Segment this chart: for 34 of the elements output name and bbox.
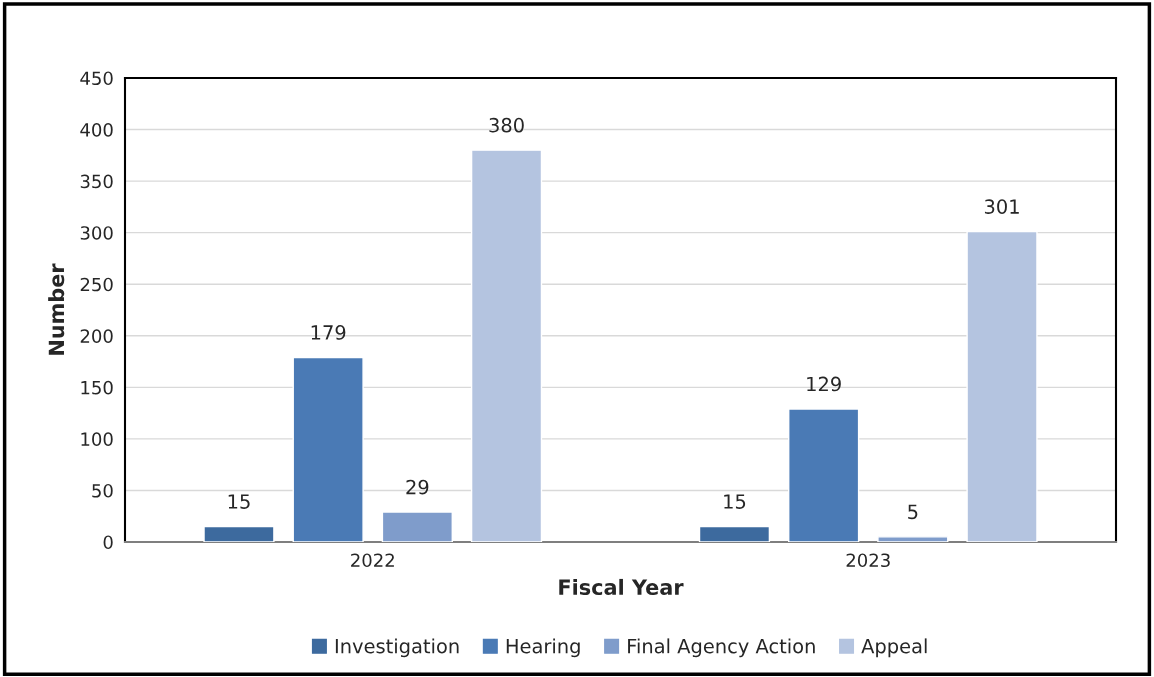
- x-tick-label: 2022: [351, 553, 394, 568]
- bar: [292, 356, 364, 542]
- y-tick-label: 250: [80, 277, 113, 292]
- bar: [877, 536, 949, 542]
- y-axis-title: Number: [48, 263, 65, 355]
- data-label: 29: [406, 479, 429, 495]
- legend-label: Appeal: [861, 638, 927, 658]
- bar: [966, 230, 1038, 542]
- legend-label: Hearing: [506, 638, 580, 658]
- data-label: 380: [489, 117, 524, 133]
- bar: [698, 525, 771, 542]
- data-label: 5: [908, 504, 918, 520]
- data-label: 179: [311, 325, 346, 340]
- legend-label: Final Agency Action: [628, 638, 815, 658]
- bar: [788, 408, 860, 542]
- data-label: 15: [228, 494, 250, 509]
- legend-label: Investigation: [335, 638, 459, 658]
- y-tick-label: 400: [80, 123, 113, 137]
- y-tick-label: 0: [103, 535, 113, 550]
- y-tick-label: 50: [92, 483, 113, 498]
- y-tick-label: 350: [80, 174, 113, 189]
- y-tick-label: 300: [80, 226, 113, 240]
- data-label: 15: [724, 494, 746, 509]
- x-tick-label: 2023: [846, 553, 890, 568]
- bar: [470, 149, 543, 542]
- y-tick-label: 150: [81, 380, 113, 395]
- bar: [381, 511, 453, 542]
- y-tick-label: 450: [80, 71, 113, 86]
- data-label: 129: [807, 376, 841, 392]
- y-tick-label: 200: [80, 329, 113, 343]
- bar: [203, 525, 275, 542]
- x-axis-title: Fiscal Year: [559, 578, 684, 596]
- data-label: 301: [984, 199, 1019, 214]
- y-tick-label: 100: [81, 432, 113, 447]
